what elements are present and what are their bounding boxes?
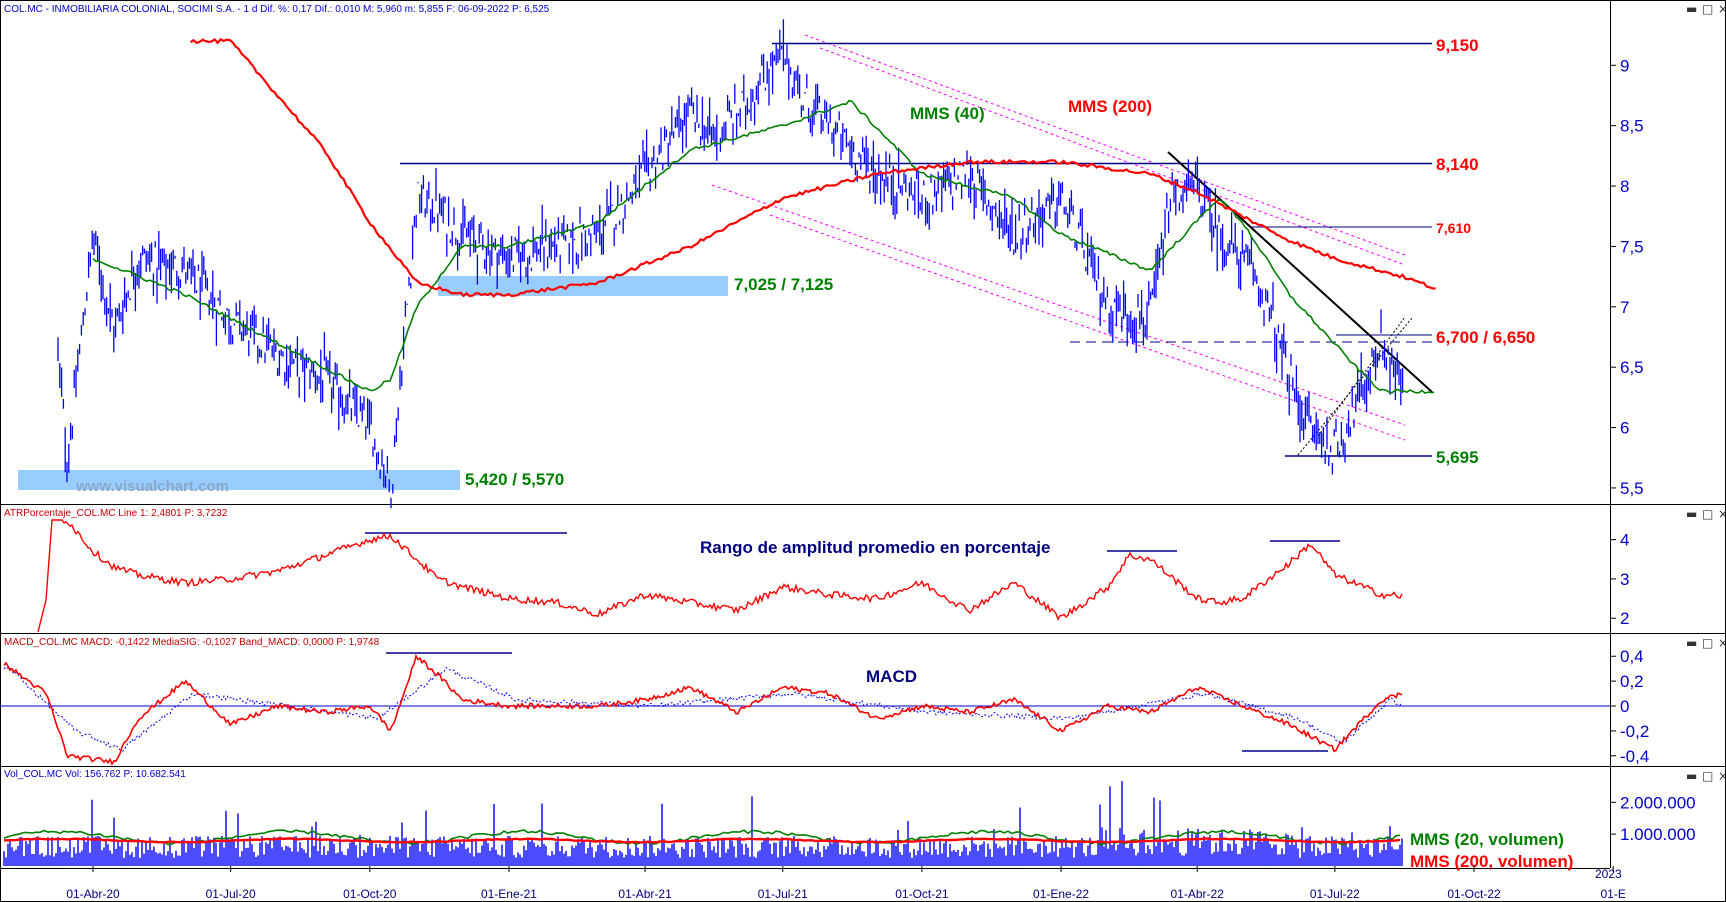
level-label-9150: 9,150 — [1436, 36, 1479, 55]
vol-mms200-label: MMS (200, volumen) — [1410, 852, 1573, 871]
x-tick-label: 01-Oct-20 — [343, 887, 397, 901]
x-tick-label: 01-Jul-22 — [1310, 887, 1360, 901]
y-tick-label: 3 — [1620, 570, 1629, 589]
y-tick-label: 9 — [1620, 56, 1629, 75]
y-tick-label: -0,2 — [1620, 722, 1649, 741]
volume-series — [3, 781, 1403, 866]
atr-header: ATRPorcentaje_COL.MC Line 1: 2,4801 P: 3… — [4, 508, 228, 519]
restore-button[interactable]: □ — [1702, 636, 1713, 650]
vol-header: Vol_COL.MC Vol: 156.762 P: 10.682.541 — [4, 769, 186, 780]
y-tick-label: 0,2 — [1620, 672, 1644, 691]
y-tick-label: 6,5 — [1620, 358, 1644, 377]
close-button[interactable]: × — [1718, 2, 1726, 16]
x-tick-label: 01-E — [1600, 887, 1625, 901]
atr-levels — [365, 532, 1340, 552]
y-tick-label: 6 — [1620, 419, 1629, 438]
mms200-line — [190, 37, 1436, 298]
macd-signal-line — [3, 666, 1403, 752]
support-label-7025: 7,025 / 7,125 — [734, 275, 833, 294]
vol-mms20-label: MMS (20, volumen) — [1410, 830, 1564, 849]
restore-button[interactable]: □ — [1702, 2, 1713, 16]
y-tick-label: 2 — [1620, 609, 1629, 628]
level-label-6700: 6,700 / 6,650 — [1436, 328, 1535, 347]
window-controls: ▬ □ × ▬ □ × ▬ □ × ▬ □ × — [1686, 2, 1726, 783]
x-tick-label: 01-Abr-22 — [1171, 887, 1225, 901]
x-tick-label: 01-Ene-22 — [1033, 887, 1089, 901]
minimize-button[interactable]: ▬ — [1686, 636, 1697, 650]
atr-title: Rango de amplitud promedio en porcentaje — [700, 538, 1050, 557]
atr-line — [37, 519, 1403, 633]
level-label-5695: 5,695 — [1436, 448, 1479, 467]
support-box-7025 — [438, 276, 728, 296]
atr-series — [37, 519, 1403, 633]
restore-button[interactable]: □ — [1702, 769, 1713, 783]
price-series — [57, 19, 1404, 509]
watermark: www.visualchart.com — [75, 478, 229, 495]
close-button[interactable]: × — [1718, 769, 1726, 783]
x-extra-label: 2023 — [1595, 867, 1622, 881]
level-label-8140: 8,140 — [1436, 155, 1479, 174]
x-tick-label: 01-Ene-21 — [481, 887, 537, 901]
x-tick-label: 01-Oct-21 — [895, 887, 949, 901]
y-tick-label: 4 — [1620, 531, 1629, 550]
vol-mms20-line — [3, 829, 1401, 846]
x-tick-label: 01-Oct-22 — [1447, 887, 1501, 901]
restore-button[interactable]: □ — [1702, 507, 1713, 521]
mms40-line — [92, 99, 1435, 395]
macd-levels — [386, 652, 1328, 752]
close-button[interactable]: × — [1718, 636, 1726, 650]
price-annotations: 9,150 8,140 7,610 6,700 / 6,650 5,695 7,… — [465, 36, 1535, 489]
mms40-series — [92, 99, 1435, 395]
y-tick-label: 7 — [1620, 298, 1629, 317]
channel-lines — [711, 34, 1406, 441]
macd-header: MACD_COL.MC MACD: -0,1422 MediaSIG: -0,1… — [4, 637, 380, 648]
minimize-button[interactable]: ▬ — [1686, 2, 1697, 16]
y-tick-label: 2.000.000 — [1620, 793, 1696, 812]
vol-mms200-line — [4, 837, 1401, 844]
close-button[interactable]: × — [1718, 507, 1726, 521]
y-tick-label: 8 — [1620, 177, 1629, 196]
y-tick-label: 5,5 — [1620, 479, 1644, 498]
support-box-5420 — [18, 470, 460, 490]
minimize-button[interactable]: ▬ — [1686, 769, 1697, 783]
uptrend-line-lower — [1297, 317, 1413, 456]
y-tick-label: -0,4 — [1620, 747, 1649, 766]
x-tick-label: 01-Jul-20 — [206, 887, 256, 901]
macd-line — [3, 653, 1403, 766]
macd-title: MACD — [866, 667, 917, 686]
mms200-series — [190, 37, 1436, 298]
y-tick-label: 1.000.000 — [1620, 825, 1696, 844]
price-header: COL.MC - INMOBILIARIA COLONIAL, SOCIMI S… — [4, 4, 550, 15]
level-label-7610: 7,610 — [1436, 220, 1471, 236]
x-tick-label: 01-Jul-21 — [758, 887, 808, 901]
x-tick-label: 01-Abr-21 — [618, 887, 672, 901]
macd-series — [0, 653, 1610, 766]
mms200-label: MMS (200) — [1068, 97, 1152, 116]
mms40-label: MMS (40) — [910, 104, 985, 123]
y-tick-label: 0,4 — [1620, 647, 1644, 666]
support-label-5420: 5,420 / 5,570 — [465, 470, 564, 489]
minimize-button[interactable]: ▬ — [1686, 507, 1697, 521]
y-tick-label: 7,5 — [1620, 237, 1644, 256]
y-tick-label: 0 — [1620, 697, 1629, 716]
level-lines — [400, 42, 1432, 457]
x-tick-label: 01-Abr-20 — [66, 887, 120, 901]
axes: 9 8,5 8 7,5 7 6,5 6 5,5 4 3 2 0,4 0,2 0 -0,2 -0,4 2.000.… — [66, 56, 1695, 901]
y-tick-label: 8,5 — [1620, 117, 1644, 136]
